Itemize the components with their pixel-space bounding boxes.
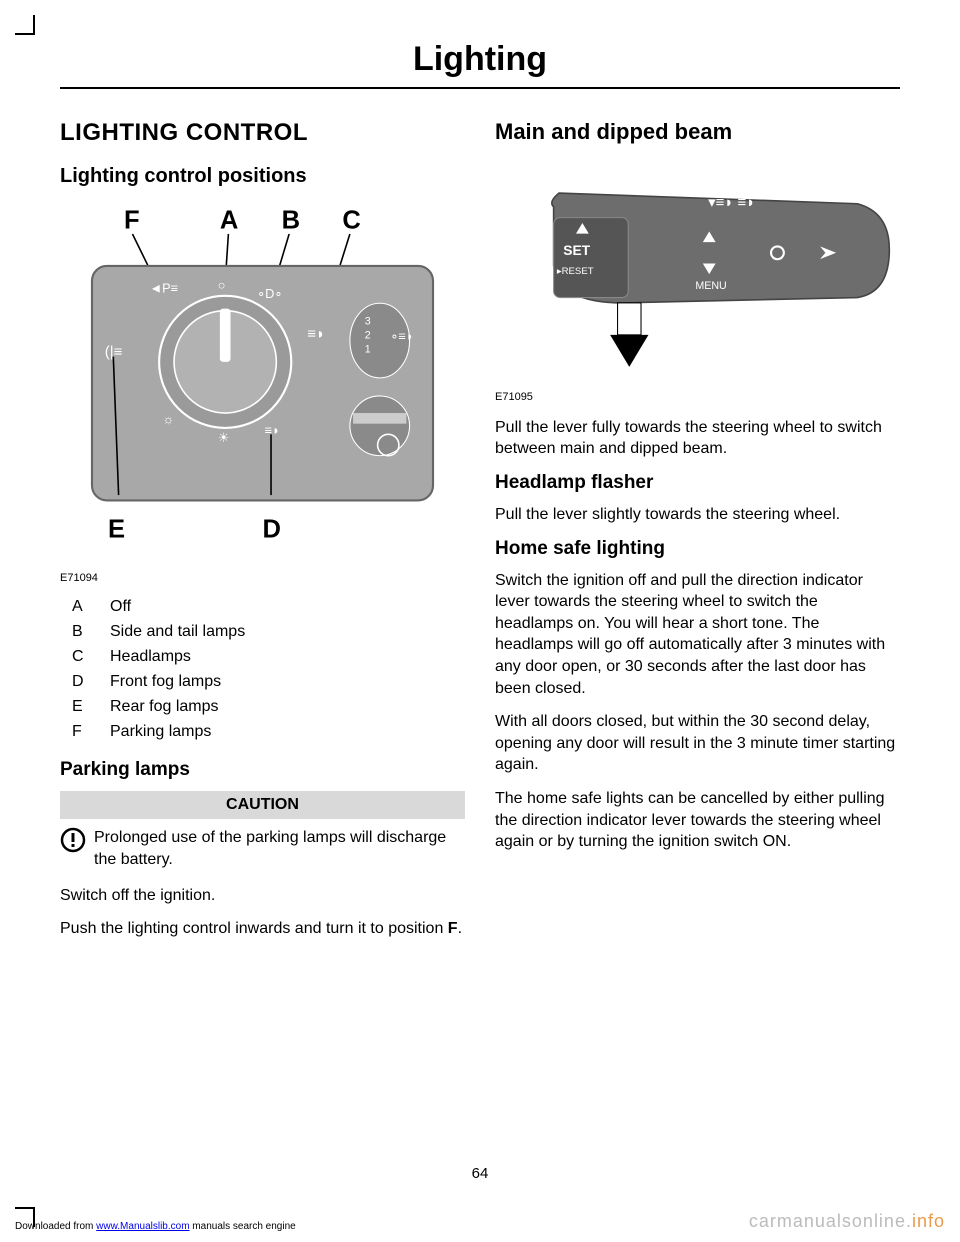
footer-right: carmanualsonline.info <box>749 1211 945 1232</box>
paragraph: Switch the ignition off and pull the dir… <box>495 570 900 700</box>
label-a: A <box>220 207 238 235</box>
subsection-heading: Lighting control positions <box>60 165 465 188</box>
legend-row: CHeadlamps <box>60 648 465 666</box>
svg-text:≡◗: ≡◗ <box>307 325 325 342</box>
figure-stalk: SET ▸RESET ▾≡◗ ≡◗ MENU <box>495 159 900 383</box>
legend-row: ERear fog lamps <box>60 698 465 716</box>
legend-row: BSide and tail lamps <box>60 623 465 641</box>
label-c: C <box>342 207 360 235</box>
page-number: 64 <box>472 1165 489 1182</box>
subsection-heading: Parking lamps <box>60 759 465 781</box>
right-column: Main and dipped beam SET ▸RESET ▾≡◗ ≡◗ M… <box>495 119 900 952</box>
svg-text:1: 1 <box>365 343 371 355</box>
label-f: F <box>124 207 140 235</box>
subsection-heading: Main and dipped beam <box>495 119 900 145</box>
paragraph: Push the lighting control inwards and tu… <box>60 918 465 940</box>
caution-header: CAUTION <box>60 791 465 819</box>
section-heading: LIGHTING CONTROL <box>60 119 465 147</box>
paragraph: With all doors closed, but within the 30… <box>495 711 900 776</box>
svg-text:3: 3 <box>365 316 371 328</box>
subsection-heading: Home safe lighting <box>495 538 900 560</box>
svg-text:∘D∘: ∘D∘ <box>257 286 282 301</box>
svg-text:◄P≡: ◄P≡ <box>150 281 179 296</box>
legend-row: DFront fog lamps <box>60 673 465 691</box>
svg-text:≡◗: ≡◗ <box>265 422 280 437</box>
page-header: Lighting <box>60 40 900 89</box>
figure-caption: E71095 <box>495 391 900 403</box>
svg-text:☀: ☀ <box>218 430 229 445</box>
label-d: D <box>263 516 281 544</box>
stalk-diagram: SET ▸RESET ▾≡◗ ≡◗ MENU <box>495 159 900 383</box>
manualslib-link[interactable]: www.Manualslib.com <box>96 1221 189 1232</box>
paragraph: The home safe lights can be cancelled by… <box>495 788 900 853</box>
svg-text:SET: SET <box>563 242 590 258</box>
label-e: E <box>108 516 125 544</box>
left-column: LIGHTING CONTROL Lighting control positi… <box>60 119 465 952</box>
legend-table: AOff BSide and tail lamps CHeadlamps DFr… <box>60 598 465 741</box>
page-title: Lighting <box>60 40 900 79</box>
paragraph: Pull the lever fully towards the steerin… <box>495 417 900 460</box>
caution-block: Prolonged use of the parking lamps will … <box>60 827 465 870</box>
paragraph: Switch off the ignition. <box>60 885 465 907</box>
lighting-control-diagram: F A B C ◄P≡ ○ <box>60 202 465 564</box>
svg-text:☼: ☼ <box>162 412 174 427</box>
crop-mark <box>15 15 35 35</box>
svg-text:▸RESET: ▸RESET <box>557 266 594 277</box>
legend-row: AOff <box>60 598 465 616</box>
svg-text:○: ○ <box>218 277 226 292</box>
svg-text:∘≡◗: ∘≡◗ <box>390 329 413 344</box>
subsection-heading: Headlamp flasher <box>495 472 900 494</box>
caution-icon <box>60 827 86 853</box>
caution-text: Prolonged use of the parking lamps will … <box>94 827 465 870</box>
figure-caption: E71094 <box>60 572 465 584</box>
svg-text:2: 2 <box>365 329 371 341</box>
legend-row: FParking lamps <box>60 723 465 741</box>
paragraph: Pull the lever slightly towards the stee… <box>495 504 900 526</box>
svg-text:▾≡◗ ≡◗: ▾≡◗ ≡◗ <box>708 194 755 211</box>
label-b: B <box>282 207 300 235</box>
footer-left: Downloaded from www.Manualslib.com manua… <box>15 1221 296 1232</box>
svg-text:MENU: MENU <box>695 280 726 292</box>
figure-lighting-control: F A B C ◄P≡ ○ <box>60 202 465 564</box>
